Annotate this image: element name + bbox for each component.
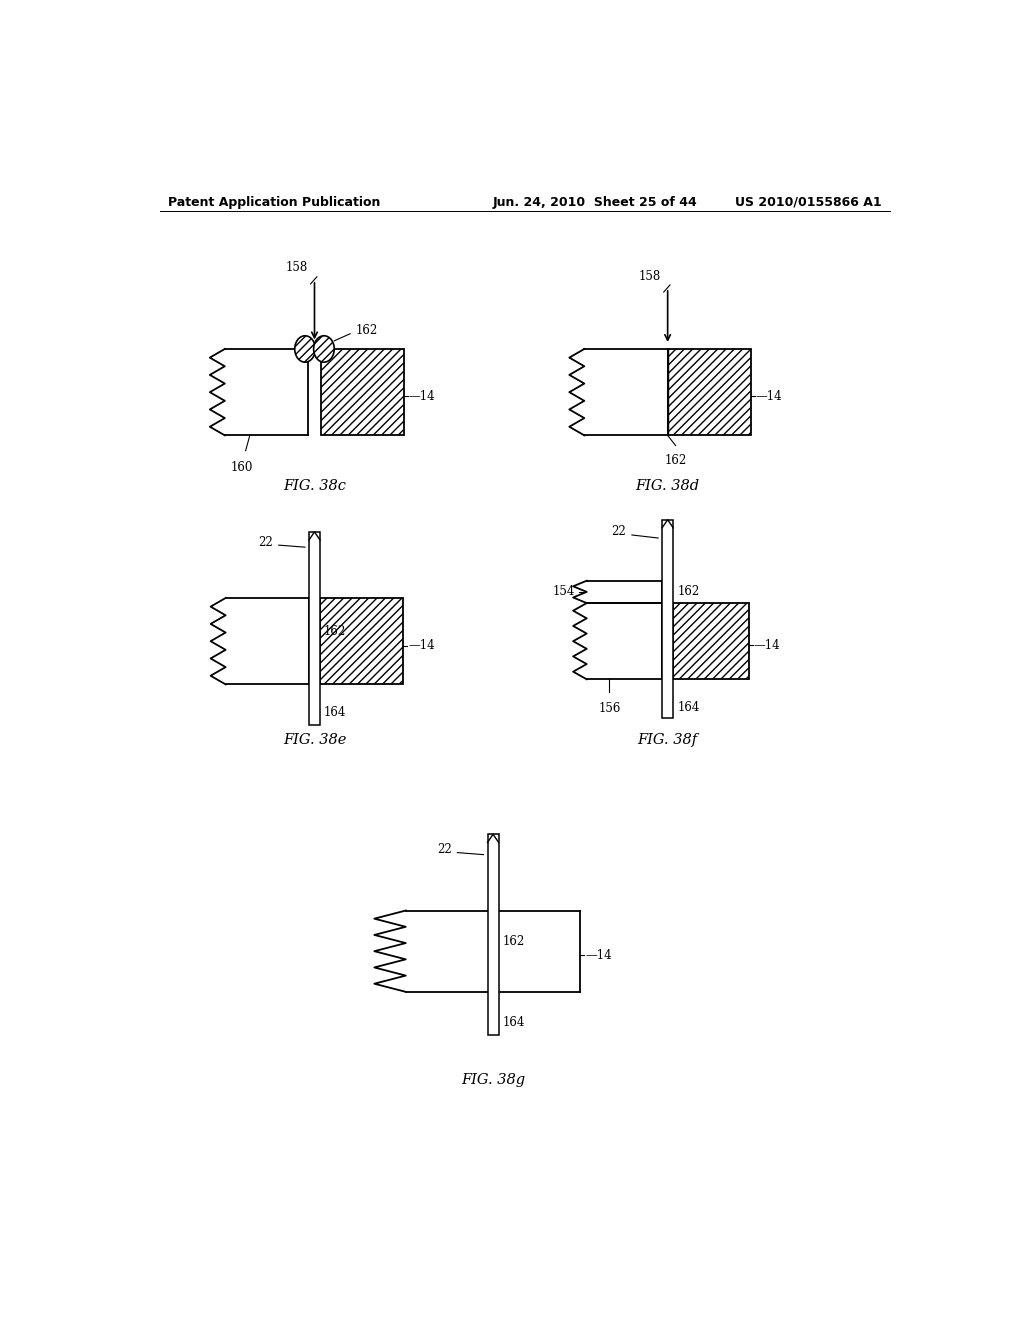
Bar — [225, 348, 308, 436]
Text: 162: 162 — [677, 585, 699, 598]
Bar — [663, 520, 673, 718]
Bar — [309, 532, 321, 725]
Bar — [587, 581, 663, 603]
Text: —14: —14 — [756, 389, 782, 403]
Text: FIG. 38e: FIG. 38e — [283, 733, 346, 747]
Text: 156: 156 — [598, 702, 621, 714]
Text: 162: 162 — [355, 325, 378, 337]
Text: 164: 164 — [324, 706, 346, 719]
Bar — [673, 603, 749, 680]
Text: 22: 22 — [437, 843, 452, 857]
Circle shape — [295, 335, 315, 362]
Text: 158: 158 — [286, 261, 308, 273]
Bar — [668, 348, 751, 436]
Text: US 2010/0155866 A1: US 2010/0155866 A1 — [735, 195, 882, 209]
Text: 22: 22 — [611, 525, 627, 539]
Text: 154: 154 — [552, 585, 574, 598]
Bar — [587, 603, 663, 680]
Text: 162: 162 — [665, 454, 687, 467]
Text: 158: 158 — [639, 269, 662, 282]
Bar — [321, 598, 403, 684]
Text: FIG. 38g: FIG. 38g — [461, 1073, 525, 1088]
Text: 22: 22 — [258, 536, 273, 549]
Text: —14: —14 — [585, 949, 611, 962]
Text: 164: 164 — [503, 1016, 525, 1028]
Circle shape — [313, 335, 334, 362]
Bar — [406, 911, 581, 991]
Bar — [585, 348, 668, 436]
Bar — [487, 834, 499, 1035]
Text: Jun. 24, 2010  Sheet 25 of 44: Jun. 24, 2010 Sheet 25 of 44 — [494, 195, 697, 209]
Text: —14: —14 — [409, 389, 435, 403]
Text: —14: —14 — [409, 639, 435, 652]
Text: 164: 164 — [677, 701, 699, 714]
Text: FIG. 38f: FIG. 38f — [638, 733, 697, 747]
Text: 162: 162 — [324, 624, 346, 638]
Bar — [225, 598, 309, 684]
Text: —14: —14 — [754, 639, 780, 652]
Text: FIG. 38c: FIG. 38c — [283, 479, 346, 492]
Text: Patent Application Publication: Patent Application Publication — [168, 195, 380, 209]
Text: FIG. 38d: FIG. 38d — [636, 479, 699, 492]
Bar — [321, 348, 404, 436]
Text: 160: 160 — [230, 461, 253, 474]
Text: 162: 162 — [503, 935, 525, 948]
